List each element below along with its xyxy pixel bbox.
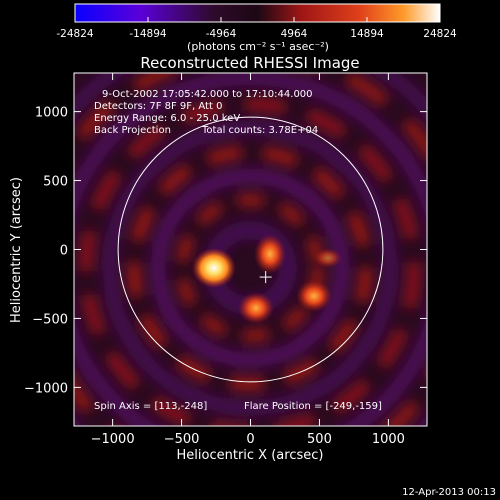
colorbar-tick-label: -14894 bbox=[129, 28, 167, 40]
colorbar-tick-label: 14894 bbox=[350, 28, 384, 40]
colorbar-units-label: (photons cm⁻² s⁻¹ asec⁻²) bbox=[187, 40, 329, 53]
source-right bbox=[296, 280, 332, 312]
reconstructed-image bbox=[74, 73, 427, 426]
x-tick-labels: −1000 −500 0 500 1000 bbox=[91, 432, 405, 447]
plot-title: Reconstructed RHESSI Image bbox=[140, 54, 359, 72]
x-tick-label: 0 bbox=[246, 432, 254, 447]
spin-axis-text: Spin Axis = [113,-248] bbox=[94, 401, 207, 412]
y-tick-label: 0 bbox=[60, 244, 68, 259]
x-tick-label: 1000 bbox=[372, 432, 405, 447]
colorbar-gradient bbox=[74, 3, 441, 23]
axis-ticks bbox=[74, 73, 427, 426]
colorbar-tick-label: -4964 bbox=[206, 28, 237, 40]
x-axis-label: Heliocentric X (arcsec) bbox=[177, 448, 324, 463]
footer-timestamp: 12-Apr-2013 00:13 bbox=[402, 487, 496, 498]
y-tick-label: −500 bbox=[32, 312, 68, 327]
flare-position-text: Flare Position = [-249,-159] bbox=[244, 401, 382, 412]
colorbar-tick-label: -24824 bbox=[56, 28, 94, 40]
colorbar-tick-labels: -24824 -14894 -4964 4964 14894 24824 bbox=[56, 28, 457, 40]
map-center-marker bbox=[259, 271, 272, 284]
x-tick-label: 500 bbox=[307, 432, 332, 447]
solar-limb-circle bbox=[117, 116, 384, 383]
y-axis-label: Heliocentric Y (arcsec) bbox=[9, 177, 24, 323]
y-tick-label: 500 bbox=[43, 175, 68, 190]
colorbar-tick-label: 4964 bbox=[281, 28, 308, 40]
colorbar: -24824 -14894 -4964 4964 14894 24824 (photons… bbox=[56, 3, 457, 53]
y-tick-label: 1000 bbox=[35, 106, 68, 121]
source-left bbox=[192, 248, 236, 288]
total-counts-text: Total counts: 3.78E+04 bbox=[201, 125, 318, 136]
source-far-right bbox=[314, 248, 342, 268]
energy-range-text: Energy Range: 6.0 - 25.0 keV bbox=[94, 113, 240, 124]
colorbar-ticks bbox=[74, 17, 441, 22]
source-lower-center bbox=[238, 292, 274, 324]
source-blobs bbox=[192, 234, 342, 324]
source-upper-right bbox=[254, 234, 286, 274]
y-tick-labels: −1000 −500 0 500 1000 bbox=[24, 106, 68, 397]
x-tick-label: −500 bbox=[164, 432, 200, 447]
annotations: 9-Oct-2002 17:05:42.000 to 17:10:44.000 … bbox=[94, 89, 382, 412]
method-text: Back Projection bbox=[94, 125, 171, 136]
time-range-text: 9-Oct-2002 17:05:42.000 to 17:10:44.000 bbox=[102, 89, 313, 100]
detectors-text: Detectors: 7F 8F 9F, Att 0 bbox=[94, 101, 222, 112]
x-tick-label: −1000 bbox=[91, 432, 135, 447]
y-tick-label: −1000 bbox=[24, 381, 68, 396]
colorbar-tick-label: 24824 bbox=[423, 28, 457, 40]
